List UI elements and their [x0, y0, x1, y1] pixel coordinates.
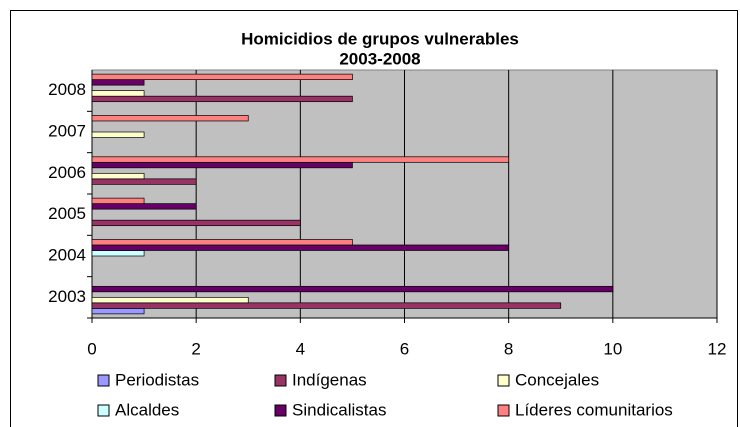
bar — [91, 203, 197, 210]
bar — [91, 131, 145, 138]
bar — [91, 161, 353, 169]
legend-swatch — [274, 404, 287, 417]
legend-swatch — [497, 404, 510, 417]
legend-label: Indígenas — [292, 370, 367, 389]
bar — [91, 115, 249, 122]
y-tick-label: 2008 — [48, 80, 86, 99]
bar — [91, 156, 510, 163]
bar — [91, 90, 145, 97]
y-tick-label: 2004 — [48, 245, 86, 264]
bar — [91, 178, 197, 185]
bar — [91, 172, 145, 180]
legend-swatch — [497, 374, 510, 387]
legend-label: Periodistas — [115, 370, 199, 389]
bar — [91, 73, 353, 80]
chart-title: Homicidios de grupos vulnerables — [241, 29, 519, 48]
legend-swatch — [97, 404, 110, 417]
x-tick-label: 0 — [87, 339, 96, 358]
bar — [91, 308, 145, 315]
legend-label: Sindicalistas — [292, 400, 387, 419]
bar — [91, 244, 510, 251]
y-tick-label: 2006 — [48, 163, 86, 182]
bar — [91, 296, 249, 304]
y-tick-label: 2003 — [48, 287, 86, 306]
bar — [91, 219, 301, 227]
legend-label: Concejales — [515, 370, 599, 389]
legend-label: Líderes comunitarios — [515, 400, 673, 419]
bar — [91, 95, 353, 103]
legend-swatch — [274, 374, 287, 387]
bar — [91, 79, 145, 86]
x-tick-label: 2 — [191, 339, 200, 358]
x-tick-label: 6 — [400, 339, 409, 358]
x-tick-label: 10 — [603, 339, 622, 358]
x-tick-label: 8 — [504, 339, 513, 358]
legend-swatch — [97, 374, 110, 387]
y-tick-label: 2005 — [48, 204, 86, 223]
x-tick-label: 4 — [296, 339, 305, 358]
chart-subtitle: 2003-2008 — [339, 49, 420, 68]
x-tick-label: 12 — [708, 339, 727, 358]
bar — [91, 250, 145, 257]
y-tick-label: 2007 — [48, 121, 86, 140]
bar — [91, 197, 145, 204]
bar — [91, 239, 353, 246]
legend-label: Alcaldes — [115, 400, 179, 419]
bar — [91, 302, 562, 309]
bar — [91, 285, 614, 293]
